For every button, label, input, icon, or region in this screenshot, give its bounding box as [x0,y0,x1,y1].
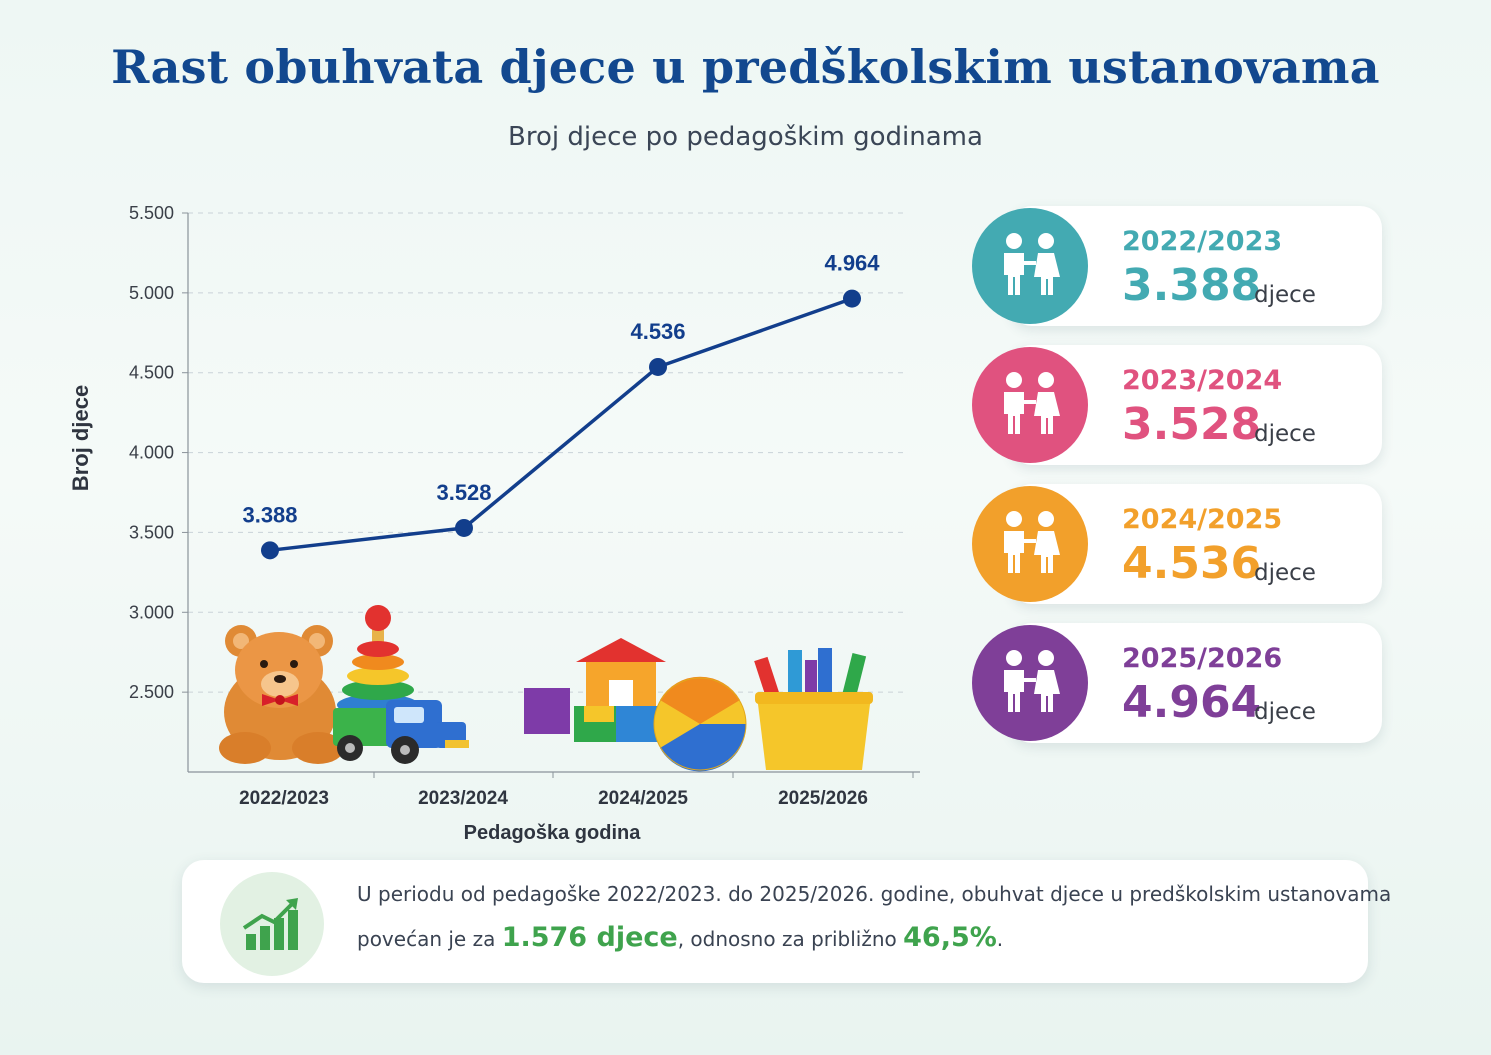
toy-blocks-icon [524,638,666,742]
x-tick-label: 2022/2023 [239,788,329,809]
year-card: 2023/2024 3.528 djece [970,345,1382,465]
card-year: 2025/2026 [1122,643,1283,674]
card-unit: djece [1254,699,1316,725]
card-value: 4.536 [1122,538,1262,589]
summary-text-line2: povećan je za 1.576 djece, odnosno za pr… [357,922,1003,953]
x-axis-label: Pedagoška godina [464,822,642,844]
children-icon [1004,233,1060,295]
toys-illustration [219,605,873,772]
children-icon [1004,372,1060,434]
y-tick-label: 3.500 [129,522,174,542]
summary-box: U periodu od pedagoške 2022/2023. do 202… [182,860,1391,983]
card-year: 2023/2024 [1122,365,1283,396]
data-label: 3.388 [242,502,297,527]
page-subtitle: Broj djece po pedagoškim godinama [508,122,983,152]
card-unit: djece [1254,421,1316,447]
series-line [269,296,853,553]
y-tick-label: 3.000 [129,602,174,622]
data-label: 3.528 [436,480,491,505]
card-value: 3.528 [1122,399,1262,450]
y-tick-label: 4.500 [129,363,174,383]
toy-truck-icon [333,700,469,764]
year-cards: 2022/2023 3.388 djece 2023/2024 3.528 dj… [970,206,1382,762]
card-unit: djece [1254,560,1316,586]
data-point [455,518,473,537]
year-card: 2025/2026 4.964 djece [970,623,1382,743]
summary-highlight-count: 1.576 djece [501,922,678,953]
children-icon [1004,650,1060,712]
data-point [649,357,667,376]
data-point [843,289,861,308]
crayons-cup-icon [754,648,873,770]
summary-text-line1: U periodu od pedagoške 2022/2023. do 202… [357,882,1392,906]
card-year: 2022/2023 [1122,226,1283,257]
card-circle [972,486,1088,602]
y-tick-label: 5.000 [129,283,174,303]
card-year: 2024/2025 [1122,504,1283,535]
y-tick-label: 2.500 [129,682,174,702]
data-label: 4.536 [630,319,685,344]
summary-text-mid: , odnosno za približno [677,927,904,951]
beach-ball-icon [653,676,747,772]
x-tick-label: 2024/2025 [598,788,688,809]
teddy-bear-icon [219,625,344,764]
page-title: Rast obuhvata djece u predškolskim ustan… [111,40,1380,94]
card-unit: djece [1254,282,1316,308]
data-label: 4.964 [824,251,880,276]
line-chart: 2.500 3.000 3.500 4.000 4.500 5.000 5.500 2022/… [68,203,920,844]
card-circle [972,208,1088,324]
y-tick-label: 4.000 [129,443,174,463]
summary-text-end: . [996,927,1004,951]
year-card: 2024/2025 4.536 djece [970,484,1382,604]
card-circle [972,347,1088,463]
y-axis-label: Broj djece [68,385,93,491]
card-value: 4.964 [1122,677,1262,728]
x-tick-label: 2023/2024 [418,788,508,809]
data-point [261,541,279,560]
card-circle [972,625,1088,741]
children-icon [1004,511,1060,573]
y-tick-label: 5.500 [129,203,174,223]
growth-chart-icon [220,872,324,976]
x-tick-label: 2025/2026 [778,788,868,809]
year-card: 2022/2023 3.388 djece [970,206,1382,326]
summary-highlight-percent: 46,5% [903,922,997,953]
card-value: 3.388 [1122,260,1262,311]
summary-text-pre: povećan je za [357,927,502,951]
